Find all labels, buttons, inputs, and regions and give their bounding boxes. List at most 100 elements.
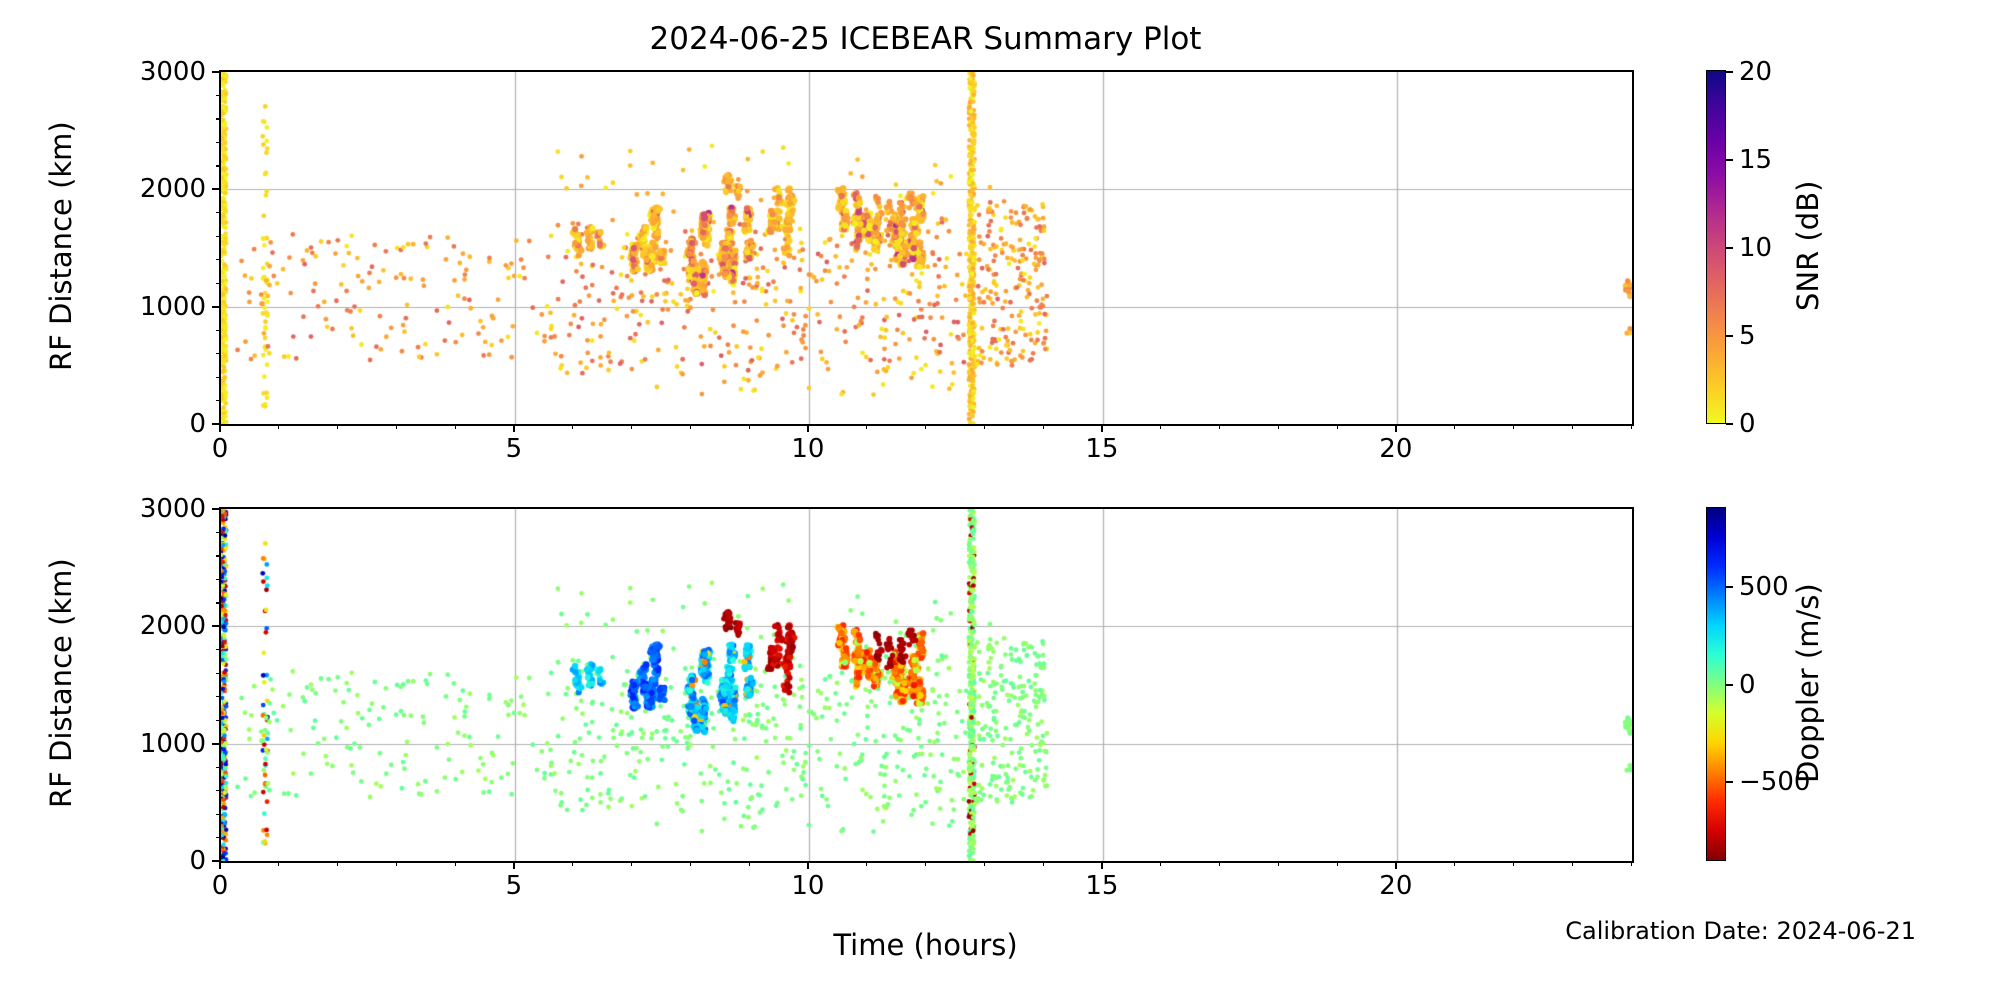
snr-colorbar [1706, 70, 1726, 424]
x-major-tick [512, 424, 515, 432]
x-minor-tick [866, 424, 868, 429]
x-minor-tick [983, 861, 985, 866]
x-minor-tick [1454, 424, 1456, 429]
y-tick-label: 1000 [139, 291, 206, 322]
snr-scatter-panel [219, 70, 1634, 426]
x-minor-tick [631, 861, 633, 866]
y-tick-label: 2000 [139, 174, 206, 205]
y-minor-tick [215, 212, 220, 214]
x-major-tick [219, 861, 221, 869]
x-tick-label: 5 [505, 871, 523, 901]
colorbar-tick-label: 0 [1739, 408, 1756, 439]
x-minor-tick [395, 424, 398, 429]
colorbar-tick [1725, 334, 1733, 337]
y-minor-tick [215, 672, 220, 674]
y-tick-label: 2000 [139, 611, 206, 642]
colorbar-tick-label: −500 [1739, 767, 1811, 798]
x-minor-tick [983, 424, 985, 429]
colorbar-tick-label: 15 [1739, 144, 1773, 175]
y-minor-tick [215, 602, 220, 604]
x-minor-tick [748, 424, 750, 429]
x-tick-label: 15 [1085, 871, 1119, 901]
x-major-tick [806, 861, 809, 869]
x-minor-tick [454, 424, 456, 429]
y-minor-tick [215, 555, 220, 557]
x-minor-tick [1512, 861, 1515, 866]
y-minor-tick [215, 649, 220, 651]
x-axis-label: Time (hours) [833, 928, 1018, 962]
y-major-tick [212, 188, 220, 191]
y-minor-tick [215, 353, 220, 355]
colorbar-tick [1725, 585, 1733, 588]
x-minor-tick [1336, 861, 1338, 866]
y-tick-label: 3000 [139, 57, 206, 87]
x-minor-tick [1512, 424, 1515, 429]
x-minor-tick [1571, 424, 1573, 429]
y-minor-tick [215, 329, 220, 331]
colorbar-tick-label: 5 [1739, 320, 1756, 351]
colorbar-tick-label: 0 [1739, 669, 1756, 700]
x-minor-tick [454, 861, 456, 866]
y-minor-tick [215, 259, 220, 261]
colorbar-tick [1725, 422, 1733, 425]
x-minor-tick [1630, 424, 1632, 429]
x-minor-tick [1277, 861, 1279, 866]
x-major-tick [1100, 861, 1103, 869]
x-tick-label: 0 [211, 434, 229, 464]
x-minor-tick [572, 424, 574, 429]
x-minor-tick [631, 424, 633, 429]
y-minor-tick [215, 235, 220, 237]
x-minor-tick [1571, 861, 1573, 866]
y-major-tick [212, 625, 220, 628]
y-major-tick [212, 860, 220, 862]
y-minor-tick [215, 376, 220, 378]
y-major-tick [212, 423, 220, 425]
colorbar-tick-label: 10 [1739, 232, 1773, 263]
x-tick-label: 20 [1379, 434, 1413, 464]
x-minor-tick [866, 861, 868, 866]
x-minor-tick [1336, 424, 1338, 429]
x-minor-tick [1160, 424, 1162, 429]
x-minor-tick [395, 861, 398, 866]
y-minor-tick [215, 118, 220, 120]
y-minor-tick [215, 837, 220, 839]
x-minor-tick [337, 424, 339, 429]
x-minor-tick [1218, 424, 1221, 429]
y-major-tick [212, 71, 220, 73]
x-minor-tick [1630, 861, 1632, 866]
y-tick-label: 1000 [139, 728, 206, 759]
y-tick-label: 3000 [139, 494, 206, 524]
x-tick-label: 10 [791, 434, 825, 464]
x-tick-label: 15 [1085, 434, 1119, 464]
doppler-scatter-panel [219, 507, 1634, 863]
x-minor-tick [1218, 861, 1221, 866]
x-minor-tick [337, 861, 339, 866]
y-major-tick [212, 508, 220, 510]
y-minor-tick [215, 696, 220, 698]
snr-colorbar-label: SNR (dB) [1791, 180, 1825, 312]
x-tick-label: 5 [505, 434, 523, 464]
y-tick-label: 0 [189, 409, 206, 439]
x-major-tick [1394, 424, 1397, 432]
y-minor-tick [215, 766, 220, 768]
doppler-colorbar [1706, 507, 1726, 861]
y-axis-label-top: RF Distance (km) [44, 121, 78, 371]
y-axis-label-bottom: RF Distance (km) [44, 558, 78, 808]
x-major-tick [806, 424, 809, 432]
colorbar-tick [1725, 158, 1733, 161]
calibration-note: Calibration Date: 2024-06-21 [1565, 917, 1916, 945]
colorbar-tick [1725, 70, 1733, 73]
x-minor-tick [1277, 424, 1279, 429]
y-minor-tick [215, 141, 220, 144]
x-minor-tick [689, 861, 692, 866]
x-minor-tick [278, 861, 280, 866]
x-minor-tick [1160, 861, 1162, 866]
x-tick-label: 10 [791, 871, 825, 901]
x-tick-label: 20 [1379, 871, 1413, 901]
y-minor-tick [215, 719, 220, 721]
y-minor-tick [215, 813, 220, 815]
y-major-tick [212, 742, 220, 745]
y-minor-tick [215, 531, 220, 534]
x-minor-tick [1042, 424, 1044, 429]
